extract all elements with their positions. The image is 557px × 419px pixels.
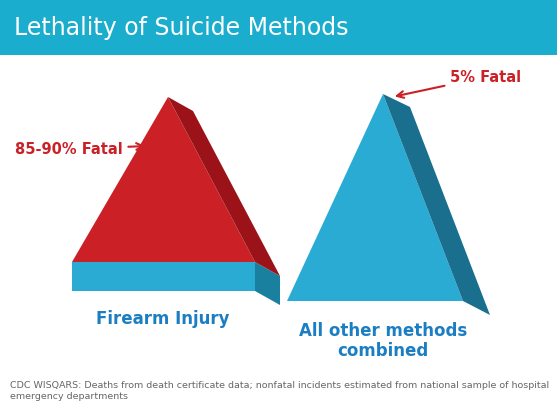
Polygon shape [72,262,255,291]
Text: CDC WISQARS: Deaths from death certificate data; nonfatal incidents estimated fr: CDC WISQARS: Deaths from death certifica… [10,380,549,401]
Polygon shape [255,262,280,305]
Text: 85-90% Fatal: 85-90% Fatal [15,142,143,157]
Text: All other methods
combined: All other methods combined [299,322,467,360]
Polygon shape [383,94,490,315]
Text: 5% Fatal: 5% Fatal [397,70,521,98]
Text: Firearm Injury: Firearm Injury [96,310,229,328]
Polygon shape [168,97,280,276]
Bar [0,0,557,55]
Text: Lethality of Suicide Methods: Lethality of Suicide Methods [14,16,349,40]
Polygon shape [287,94,463,301]
Polygon shape [72,97,255,262]
